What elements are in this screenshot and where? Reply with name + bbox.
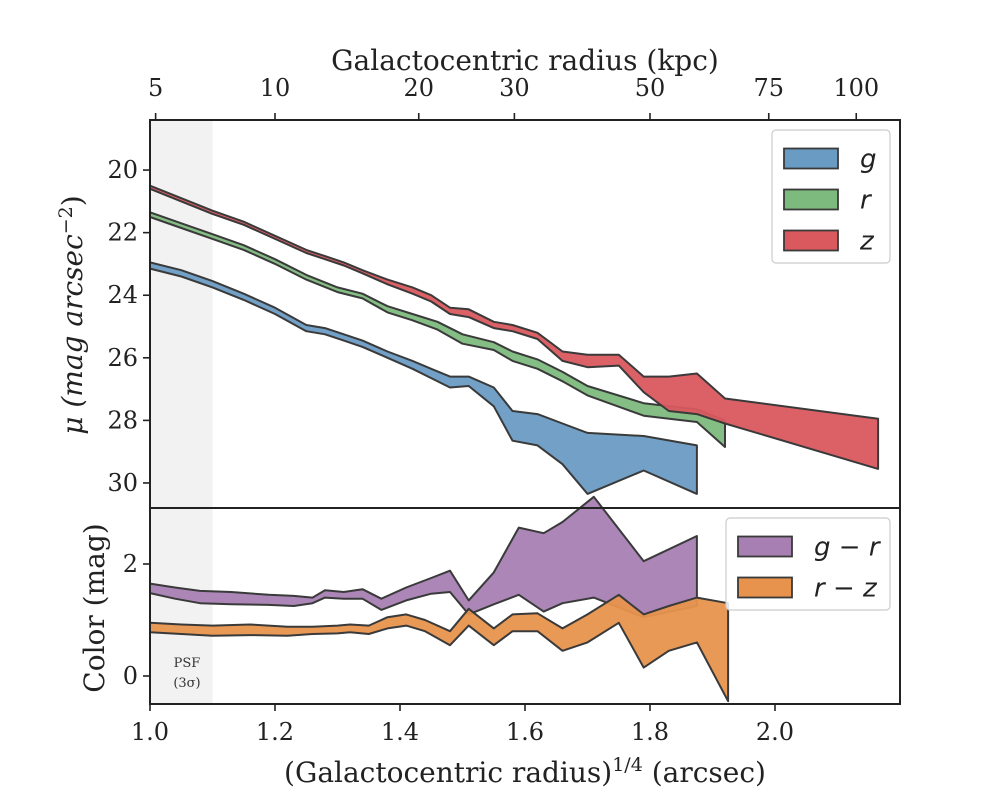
legend-label-z: z	[859, 227, 875, 257]
y-axis-ticks: 02	[123, 550, 150, 690]
y-axis-label: μ (mag arcsec−2)	[55, 195, 89, 434]
psf-region	[150, 508, 213, 704]
x-tick-label: 1.8	[631, 718, 669, 746]
top-tick-label: 75	[753, 74, 784, 102]
legend-swatch-z	[783, 229, 839, 252]
y-tick-label: 24	[107, 281, 138, 309]
x-axis-label: (Galactocentric radius)1/4 (arcsec)	[284, 754, 766, 789]
x-tick-label: 2.0	[756, 718, 794, 746]
series-band-r	[149, 211, 726, 448]
x-axis-label-suffix: (arcsec)	[643, 756, 766, 789]
psf-sigma-label: (3σ)	[173, 676, 200, 691]
x-tick-label: 1.6	[506, 718, 544, 746]
legend-swatch-r	[783, 188, 839, 211]
series-band-g	[149, 261, 698, 495]
series-band-z	[149, 184, 880, 470]
top-tick-label: 5	[148, 74, 163, 102]
x-axis-ticks: 1.0 1.2 1.4 1.6 1.8 2.0	[131, 704, 794, 746]
y-tick-label: 20	[107, 156, 138, 184]
legend-swatch-g	[783, 147, 839, 170]
legend-label-g-r: g − r	[814, 533, 882, 563]
top-tick-label: 20	[403, 74, 434, 102]
top-tick-label: 30	[499, 74, 530, 102]
legend-label-r: r	[860, 186, 873, 216]
surface-brightness-panel: 20 22 24 26 28 30 5 10 20 30 50 75 100 Galactocentr…	[55, 44, 901, 509]
y-axis-label-main: μ (mag arcsec	[56, 234, 89, 435]
y-tick-label: 26	[107, 344, 138, 372]
series-band-r-z	[149, 593, 730, 703]
legend-swatch-g-r	[737, 535, 793, 558]
surface-brightness-series	[149, 184, 880, 495]
color-axis-label: Color (mag)	[78, 523, 111, 692]
x-axis-label-main: (Galactocentric radius)	[284, 756, 612, 789]
y-axis-label-suffix: )	[56, 195, 89, 206]
y-tick-label: 22	[107, 219, 138, 247]
y-tick-label: 30	[107, 469, 138, 497]
x-tick-label: 1.0	[131, 718, 169, 746]
y-tick-label: 28	[107, 406, 138, 434]
x-tick-label: 1.2	[256, 718, 294, 746]
x-tick-label: 1.4	[381, 718, 419, 746]
y-tick-label: 2	[123, 550, 138, 578]
top-axis-label: Galactocentric radius (kpc)	[331, 44, 719, 77]
legend-label-r-z: r − z	[814, 574, 878, 604]
legend: grz	[771, 129, 891, 264]
legend-label-g: g	[860, 145, 877, 175]
legend-swatch-r-z	[737, 576, 793, 599]
legend: g − r r − z	[725, 517, 891, 611]
top-tick-label: 10	[260, 74, 291, 102]
psf-label: PSF	[174, 656, 201, 671]
y-tick-label: 0	[123, 662, 138, 690]
top-tick-label: 50	[635, 74, 666, 102]
psf-region	[150, 120, 213, 508]
top-axis-ticks: 5 10 20 30 50 75 100	[148, 74, 879, 120]
color-series	[149, 495, 730, 703]
top-tick-label: 100	[833, 74, 879, 102]
x-axis-label-superscript: 1/4	[612, 754, 643, 776]
color-panel: 02 1.0 1.2 1.4 1.6 1.8 2.0 PSF (3σ) Color (ma…	[78, 495, 901, 789]
y-axis-label-superscript: −2	[55, 206, 77, 234]
y-axis-ticks: 20 22 24 26 28 30	[107, 156, 150, 497]
